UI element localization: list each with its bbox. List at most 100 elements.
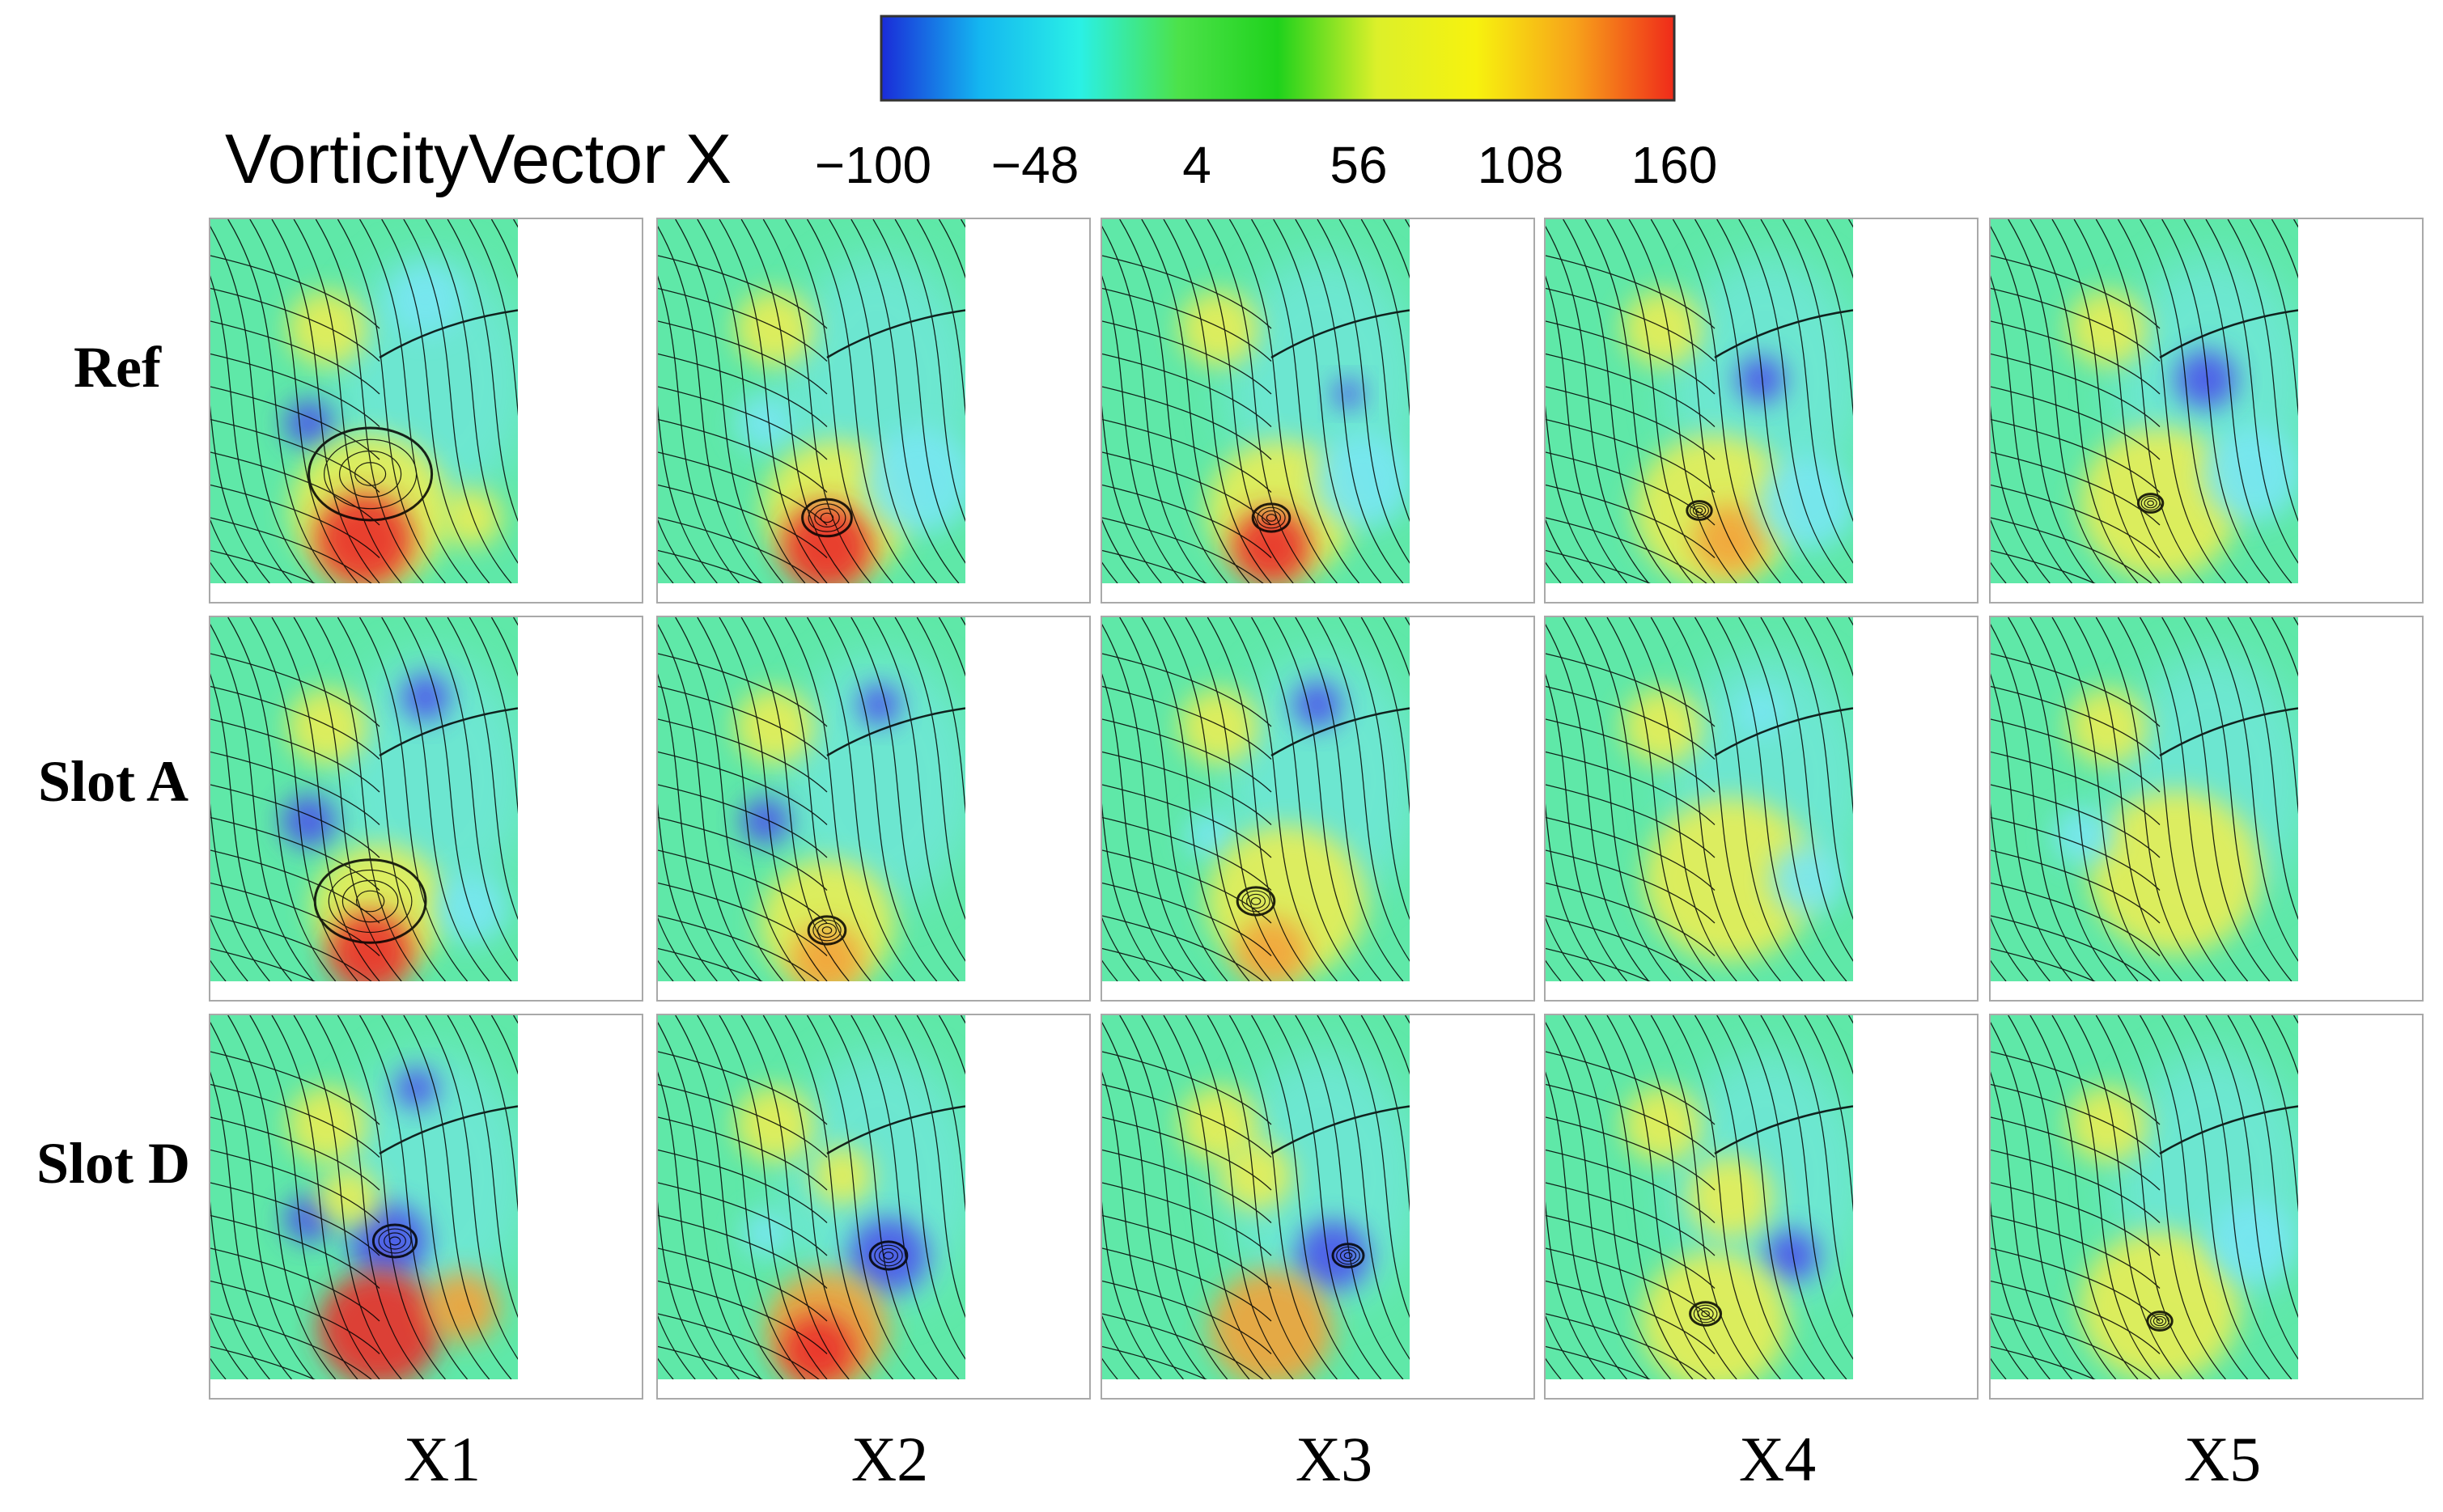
streamlines <box>210 617 518 981</box>
column-label: X1 <box>404 1424 481 1494</box>
column-labels: X1 X2 X3 X4 X5 <box>404 1424 2261 1494</box>
vorticity-blob-blue <box>740 798 791 845</box>
vorticity-blob-orange <box>1210 1270 1333 1379</box>
vorticity-blob-light-blue <box>1758 456 1853 550</box>
vorticity-blob-light-blue <box>735 394 796 452</box>
vorticity-blob-blue <box>284 400 333 447</box>
vorticity-blob-blue <box>401 674 451 721</box>
vorticity-blob-light-blue <box>435 873 509 944</box>
vorticity-blob-yellow <box>812 1146 873 1205</box>
vorticity-field <box>658 617 965 981</box>
vorticity-blob-light-blue <box>2052 807 2114 865</box>
vorticity-blob-yellow <box>318 1168 380 1226</box>
colorbar-tick-label: 108 <box>1478 136 1564 194</box>
vorticity-field <box>658 219 965 583</box>
streamlines <box>1991 617 2298 981</box>
panel-slot-d-x4 <box>1544 1014 1979 1400</box>
vorticity-field <box>210 219 518 583</box>
colorbar-tick-label: 56 <box>1330 136 1387 194</box>
panel-slot-d-x1 <box>209 1014 643 1400</box>
colorbar: VorticityVector X −100 −48 4 56 108 160 <box>225 15 1717 198</box>
row-label: Slot A <box>38 749 189 814</box>
streamlines <box>658 219 965 583</box>
vorticity-field <box>1991 1015 2298 1379</box>
vorticity-blob-blue <box>858 684 901 726</box>
colorbar-tick-label: −100 <box>815 136 931 194</box>
vorticity-field <box>1102 1015 1410 1379</box>
panel-ref-x5 <box>1989 218 2424 604</box>
vorticity-blob-light-blue <box>2203 427 2298 521</box>
streamlines <box>658 617 965 981</box>
vorticity-blob-light-blue <box>1185 812 1235 859</box>
streamlines <box>1102 219 1410 583</box>
streamlines <box>1546 1015 1853 1379</box>
row-label: Slot D <box>36 1131 190 1196</box>
vorticity-blob-light-blue <box>388 264 463 335</box>
vorticity-blob-red <box>781 1315 855 1379</box>
vorticity-field <box>1546 617 1853 981</box>
vorticity-field <box>1546 1015 1853 1379</box>
vorticity-blob-yellow <box>441 489 503 547</box>
vorticity-blob-red <box>1231 509 1312 583</box>
vorticity-field <box>210 617 518 981</box>
vorticity-blob-red <box>315 493 414 583</box>
vorticity-blob-orange <box>790 924 864 981</box>
colorbar-tick-label: 160 <box>1631 136 1718 194</box>
streamlines <box>1102 1015 1410 1379</box>
streamlines <box>210 1015 518 1379</box>
vorticity-blob-red <box>781 503 873 583</box>
column-label: X4 <box>1739 1424 1816 1494</box>
vorticity-blob-yellow <box>1219 1140 1293 1211</box>
streamlines <box>1102 617 1410 981</box>
colorbar-title: VorticityVector X <box>225 121 732 198</box>
vorticity-blob-blue <box>2175 350 2237 409</box>
streamlines <box>1991 1015 2298 1379</box>
vorticity-field <box>1546 219 1853 583</box>
vorticity-blob-blue <box>1763 1229 1820 1282</box>
vorticity-blob-light-blue <box>1736 688 1786 735</box>
panel-slot-d-x5 <box>1989 1014 2424 1400</box>
vorticity-blob-blue <box>394 1067 439 1109</box>
panel-slot-a-x2 <box>656 616 1091 1002</box>
panel-slot-a-x4 <box>1544 616 1979 1002</box>
vorticity-blob-blue <box>349 1203 429 1279</box>
row-labels: Ref Slot A Slot D <box>36 335 190 1196</box>
vorticity-blob-blue <box>1333 379 1364 409</box>
vorticity-blob-blue <box>1292 681 1342 728</box>
vorticity-blob-blue <box>1736 356 1786 403</box>
colorbar-tick-label: 4 <box>1182 136 1211 194</box>
colorbar-gradient <box>880 15 1676 102</box>
vorticity-field <box>1991 617 2298 981</box>
streamlines <box>210 219 518 583</box>
streamlines <box>658 1015 965 1379</box>
panel-ref-x4 <box>1544 218 1979 604</box>
panel-slot-a-x3 <box>1101 616 1535 1002</box>
vorticity-blob-light-blue <box>2208 1200 2296 1282</box>
panel-slot-a-x5 <box>1989 616 2424 1002</box>
panel-slot-d-x2 <box>656 1014 1091 1400</box>
panel-ref-x2 <box>656 218 1091 604</box>
streamlines <box>1546 219 1853 583</box>
row-label: Ref <box>74 335 162 400</box>
vorticity-blob-light-blue <box>863 429 965 534</box>
vorticity-blob-yellow <box>1686 1156 1774 1239</box>
column-label: X3 <box>1296 1424 1372 1494</box>
vorticity-blob-yellow <box>1640 1251 1789 1379</box>
vorticity-blob-light-blue <box>740 1210 791 1257</box>
column-label: X5 <box>2184 1424 2261 1494</box>
colorbar-tick-labels: −100 −48 4 56 108 160 <box>815 136 1717 194</box>
vorticity-blob-orange <box>426 1271 500 1342</box>
vorticity-blob-light-blue <box>1770 844 1844 915</box>
vorticity-field <box>1102 617 1410 981</box>
vorticity-field <box>1102 219 1410 583</box>
vorticity-field <box>658 1015 965 1379</box>
panel-slot-d-x3 <box>1101 1014 1535 1400</box>
vorticity-field <box>210 1015 518 1379</box>
colorbar-tick-label: −48 <box>991 136 1079 194</box>
panel-grid <box>209 218 2424 1400</box>
panel-ref-x3 <box>1101 218 1535 604</box>
panel-ref-x1 <box>209 218 643 604</box>
streamlines <box>1991 219 2298 583</box>
vorticity-field <box>1991 219 2298 583</box>
